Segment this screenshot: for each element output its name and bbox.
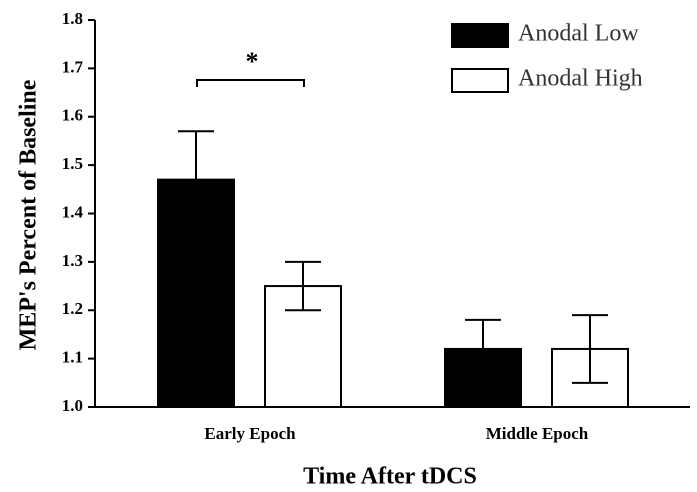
y-axis-title: MEP's Percent of Baseline (16, 79, 42, 350)
y-tick-label: 1.6 (62, 106, 83, 125)
x-tick-label: Middle Epoch (486, 424, 589, 443)
legend-swatch (451, 23, 509, 48)
y-tick-label: 1.7 (62, 57, 84, 76)
y-tick-label: 1.1 (62, 348, 83, 367)
x-axis-title: Time After tDCS (303, 464, 477, 490)
legend-label: Anodal Low (518, 21, 639, 47)
y-tick-label: 1.2 (62, 299, 83, 318)
significance-bracket (196, 79, 305, 87)
legend-label: Anodal High (518, 66, 643, 92)
error-bar (285, 260, 321, 312)
y-tick-label: 1.4 (62, 202, 84, 221)
x-tick-label: Early Epoch (204, 424, 296, 443)
y-tick-label: 1.3 (62, 251, 83, 270)
annotation: * (246, 47, 259, 76)
legend-swatch (451, 68, 509, 93)
error-bar (572, 314, 608, 384)
y-tick-label: 1.8 (62, 9, 83, 28)
error-bar (178, 130, 214, 230)
y-tick-label: 1.5 (62, 154, 83, 173)
error-bar (465, 318, 501, 379)
y-tick-label: 1.0 (62, 396, 83, 415)
